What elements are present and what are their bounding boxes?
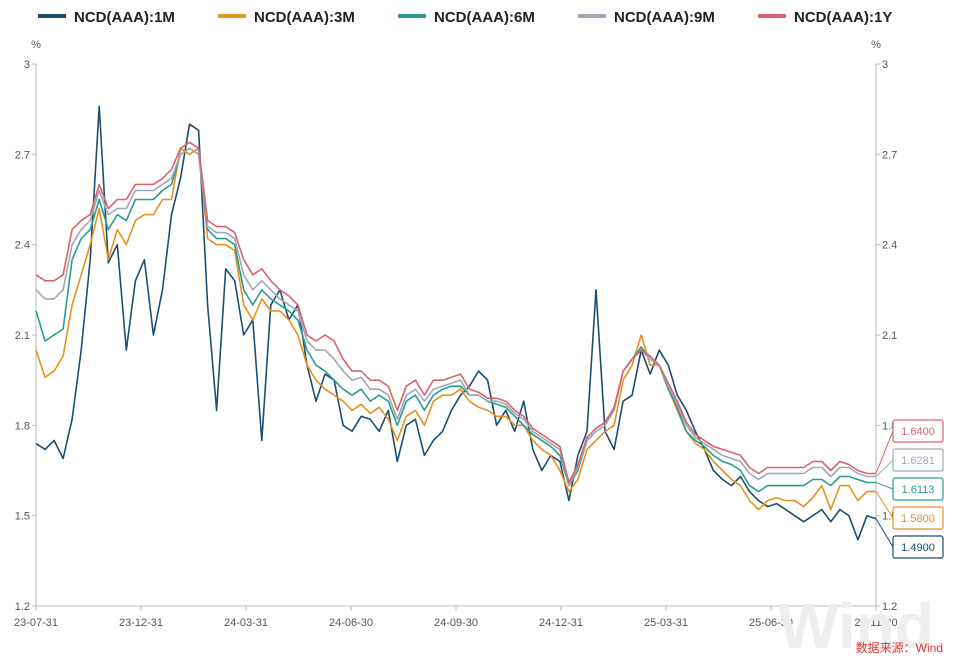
x-tick-label: 24-03-31 — [224, 617, 268, 629]
series-line-4 — [35, 141, 876, 484]
chart-legend: NCD(AAA):1M NCD(AAA):3M NCD(AAA):6M NCD(AAA… — [38, 9, 892, 26]
end-label-connector — [875, 430, 894, 474]
x-tick-label: 24-09-30 — [434, 617, 478, 629]
x-tick-label: 24-06-30 — [329, 617, 373, 629]
end-value-label: 1.4900 — [901, 542, 935, 554]
x-tick-label: 25-03-31 — [644, 617, 688, 629]
end-value-label: 1.5800 — [901, 513, 935, 525]
y-unit-right: % — [871, 39, 881, 51]
legend-item-label: NCD(AAA):6M — [434, 9, 535, 26]
end-label-box — [892, 535, 944, 559]
y-tick-label-right: 1.2 — [882, 601, 897, 613]
end-label-connector — [875, 459, 894, 477]
series-line-1 — [35, 147, 876, 511]
end-label-connector — [875, 482, 894, 490]
y-unit-left: % — [31, 39, 41, 51]
chart-axes: 1.2 1.21.5 1.51.8 1.82.1 2.12.4 2.42.7 2.73 323… — [14, 59, 898, 629]
wind-watermark: Wind — [778, 590, 934, 659]
end-label-connector — [875, 491, 894, 519]
x-tick-label: 24-12-31 — [539, 617, 583, 629]
series-line-2 — [35, 147, 876, 493]
legend-item-label: NCD(AAA):3M — [254, 9, 355, 26]
end-label-box — [892, 419, 944, 443]
legend-item-label: NCD(AAA):1Y — [794, 9, 892, 26]
y-tick-label-left: 3 — [24, 59, 30, 71]
y-tick-label-left: 1.5 — [15, 511, 30, 523]
y-tick-label-left: 1.8 — [15, 420, 30, 432]
x-tick-label: 25-06-30 — [749, 617, 793, 629]
y-tick-label-left: 2.1 — [15, 330, 30, 342]
chart-end-labels: 1.6400 1.6281 1.6113 1.5800 1.4900 — [875, 419, 944, 559]
series-line-3 — [35, 147, 876, 487]
y-tick-label-right: 2.1 — [882, 330, 897, 342]
series-line-0 — [35, 105, 877, 541]
source-label: 数据来源：Wind — [856, 640, 943, 655]
x-tick-label: 25-11-20 — [854, 617, 897, 629]
y-tick-label-left: 2.7 — [15, 149, 30, 161]
legend-item-label: NCD(AAA):9M — [614, 9, 715, 26]
x-tick-label: 23-07-31 — [14, 617, 58, 629]
end-label-box — [892, 448, 944, 472]
chart-series-lines — [35, 105, 877, 541]
end-label-connector — [875, 518, 894, 548]
legend-item-label: NCD(AAA):1M — [74, 9, 175, 26]
y-tick-label-left: 2.4 — [15, 240, 30, 252]
end-value-label: 1.6281 — [901, 455, 935, 467]
end-value-label: 1.6113 — [902, 484, 935, 496]
y-tick-label-right: 2.7 — [882, 149, 897, 161]
y-tick-label-right: 3 — [882, 59, 888, 71]
end-label-box — [892, 506, 944, 530]
y-tick-label-right: 2.4 — [882, 240, 897, 252]
x-tick-label: 23-12-31 — [119, 617, 163, 629]
end-value-label: 1.6400 — [901, 426, 935, 438]
end-label-box — [892, 477, 944, 501]
y-tick-label-left: 1.2 — [15, 601, 30, 613]
